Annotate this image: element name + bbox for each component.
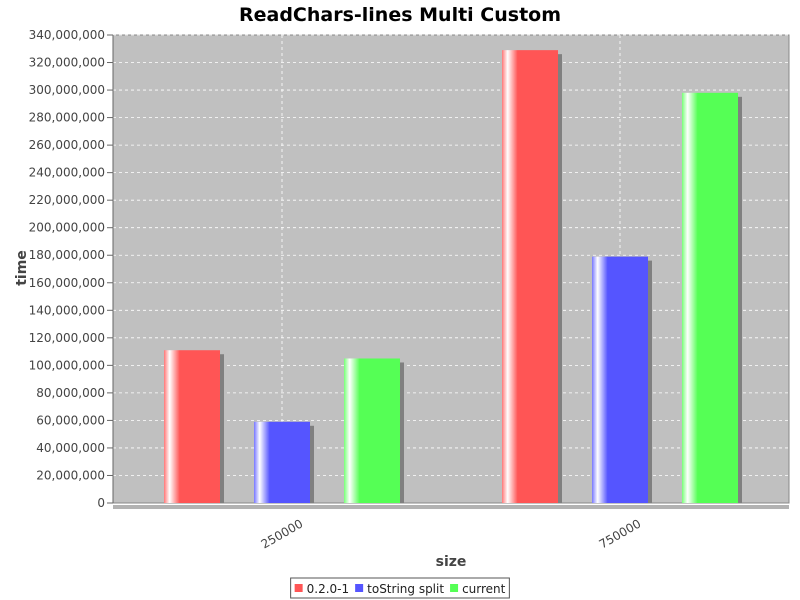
x-axis-label: size <box>436 554 467 570</box>
bar-tostring-split-750000 <box>592 256 648 503</box>
legend-swatch <box>294 584 303 592</box>
y-tick-label: 280,000,000 <box>29 111 105 125</box>
legend: 0.2.0-1 toString split current <box>290 577 510 599</box>
gridlines <box>113 34 789 503</box>
y-tick-label: 220,000,000 <box>29 193 105 207</box>
legend-entry: current <box>462 582 506 596</box>
bar-0-2-0-1-750000 <box>502 50 558 504</box>
bar-current-750000 <box>682 92 738 503</box>
plot-area <box>112 34 790 504</box>
legend-swatch <box>355 584 364 592</box>
y-tick-label: 260,000,000 <box>29 138 105 152</box>
legend-entry: 0.2.0-1 <box>307 582 350 596</box>
bar-0-2-0-1-250000 <box>164 350 220 503</box>
y-tick-label: 60,000,000 <box>36 413 105 427</box>
chart-title: ReadChars-lines Multi Custom <box>239 4 561 26</box>
y-tick-label: 180,000,000 <box>29 248 105 262</box>
y-tick-label: 40,000,000 <box>36 441 105 455</box>
y-tick-label: 300,000,000 <box>29 83 105 97</box>
y-tick-label: 0 <box>97 496 105 510</box>
y-tick-label: 120,000,000 <box>29 331 105 345</box>
y-tick-label: 200,000,000 <box>29 221 105 235</box>
y-axis-label: time <box>14 250 30 286</box>
y-tick-label: 140,000,000 <box>29 303 105 317</box>
y-tick-label: 160,000,000 <box>29 276 105 290</box>
y-tick-label: 100,000,000 <box>29 358 105 372</box>
x-tick-label: 250000 <box>259 516 306 551</box>
legend-swatch <box>450 584 459 592</box>
bar-tostring-split-250000 <box>254 421 310 503</box>
y-tick-label: 240,000,000 <box>29 166 105 180</box>
x-tick-label: 750000 <box>597 516 644 551</box>
y-tick-label: 20,000,000 <box>36 468 105 482</box>
legend-entry: toString split <box>367 582 444 596</box>
bars <box>164 50 742 504</box>
y-tick-label: 340,000,000 <box>29 28 105 42</box>
y-tick-label: 320,000,000 <box>29 56 105 70</box>
bar-current-250000 <box>344 358 400 503</box>
legend-box <box>290 577 510 599</box>
y-tick-label: 80,000,000 <box>36 386 105 400</box>
